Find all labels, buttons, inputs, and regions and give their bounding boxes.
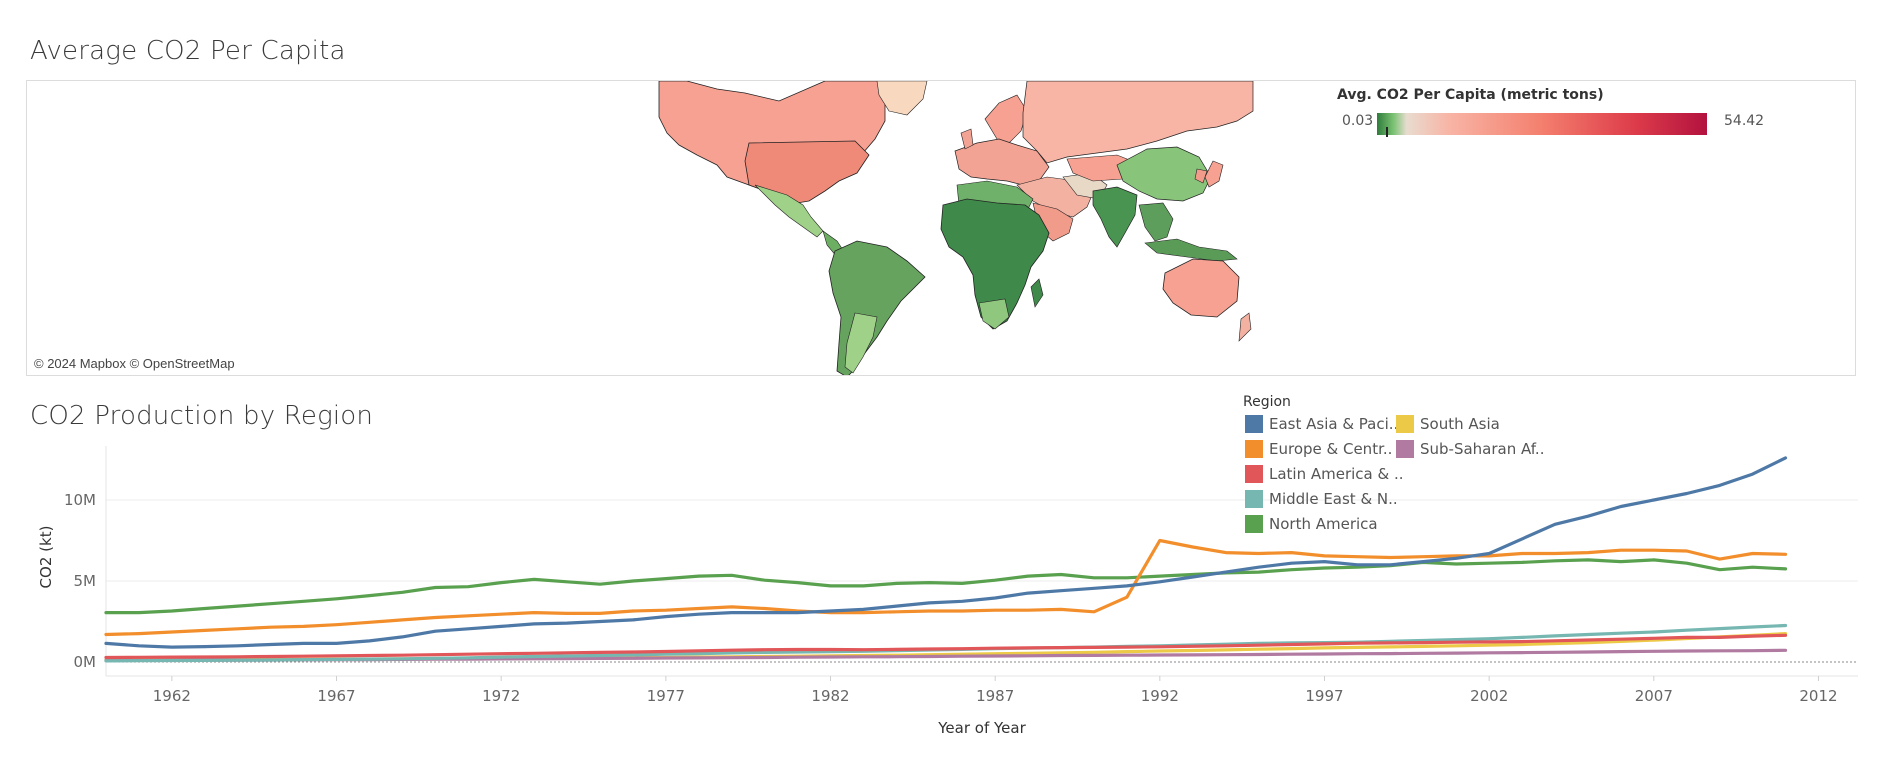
region-legend-item[interactable]: East Asia & Paci.. [1245, 414, 1398, 434]
x-axis-title: Year of Year [937, 719, 1026, 737]
series-line-east-asia-paci [104, 456, 1788, 649]
map-region-mexico [754, 184, 824, 238]
map-region-india [1092, 186, 1138, 248]
region-legend-label: Europe & Centr.. [1269, 440, 1393, 458]
y-tick-label: 5M [74, 572, 97, 590]
map-panel[interactable]: © 2024 Mapbox © OpenStreetMap Avg. CO2 P… [26, 80, 1856, 376]
series-line-europe-centr [104, 538, 1788, 637]
region-legend-item[interactable]: Europe & Centr.. [1245, 439, 1392, 459]
y-tick-label: 0M [74, 653, 97, 671]
region-legend-label: North America [1269, 515, 1378, 533]
color-legend: Avg. CO2 Per Capita (metric tons) 0.03 5… [1337, 87, 1764, 137]
region-legend-swatch [1245, 415, 1263, 433]
map-title: Average CO2 Per Capita [30, 36, 346, 66]
x-tick-label: 2002 [1470, 687, 1508, 705]
map-region-greenland [876, 81, 928, 116]
map-region-japan [1204, 160, 1224, 188]
region-legend-item[interactable]: Latin America & .. [1245, 464, 1404, 484]
region-legend-label: Latin America & .. [1269, 465, 1404, 483]
series-line-latin-america [104, 633, 1788, 660]
map-region-russia [1022, 81, 1254, 164]
region-legend-swatch [1245, 515, 1263, 533]
x-tick-label: 1962 [153, 687, 191, 705]
map-region-southeast-asia [1138, 202, 1174, 242]
map-region-indonesia [1144, 238, 1238, 262]
world-map[interactable] [27, 81, 1856, 376]
map-region-china [1116, 146, 1212, 202]
color-legend-max: 54.42 [1724, 113, 1765, 129]
map-region-new-zealand [1238, 312, 1252, 342]
region-legend-item[interactable]: Middle East & N.. [1245, 489, 1398, 509]
series-layer [104, 456, 1788, 663]
color-legend-gradient [1377, 113, 1707, 135]
map-region-africa [940, 198, 1050, 330]
y-tick-label: 10M [64, 491, 96, 509]
x-tick-label: 1992 [1141, 687, 1179, 705]
region-legend-label: East Asia & Paci.. [1269, 415, 1399, 433]
region-legend-label: Middle East & N.. [1269, 490, 1398, 508]
x-tick-label: 1977 [647, 687, 685, 705]
region-legend-swatch [1396, 440, 1414, 458]
color-legend-marker [1386, 127, 1388, 137]
region-legend-label: South Asia [1420, 415, 1500, 433]
x-tick-label: 1987 [976, 687, 1014, 705]
y-axis-title: CO2 (kt) [37, 526, 55, 589]
x-tick-label: 2007 [1635, 687, 1673, 705]
series-line-north-america [104, 558, 1788, 615]
map-region-australia [1162, 258, 1240, 318]
region-legend: Region East Asia & Paci.. Europe & Centr.… [1240, 394, 1570, 544]
x-tick-label: 1967 [317, 687, 355, 705]
chart-title: CO2 Production by Region [30, 401, 374, 431]
region-legend-swatch [1245, 490, 1263, 508]
region-legend-swatch [1245, 465, 1263, 483]
axis-layer: 0M 5M 10M 1962 1967 1972 1977 1982 1987 1992 1997 2… [37, 446, 1858, 737]
map-region-uk [960, 128, 974, 150]
map-region-korea [1194, 168, 1208, 184]
map-region-usa [744, 140, 870, 204]
map-attribution: © 2024 Mapbox © OpenStreetMap [34, 356, 235, 371]
map-region-south-africa [978, 298, 1010, 330]
color-legend-title: Avg. CO2 Per Capita (metric tons) [1337, 87, 1604, 103]
region-legend-item[interactable]: North America [1245, 514, 1378, 534]
x-tick-label: 1982 [811, 687, 849, 705]
region-legend-item[interactable]: Sub-Saharan Af.. [1396, 439, 1544, 459]
x-tick-label: 1972 [482, 687, 520, 705]
region-legend-label: Sub-Saharan Af.. [1420, 440, 1545, 458]
map-region-argentina [844, 312, 878, 374]
region-legend-item[interactable]: South Asia [1396, 414, 1500, 434]
color-legend-min: 0.03 [1342, 113, 1374, 129]
x-tick-label: 1997 [1305, 687, 1343, 705]
x-tick-label: 2012 [1799, 687, 1837, 705]
region-legend-swatch [1245, 440, 1263, 458]
region-legend-swatch [1396, 415, 1414, 433]
map-region-madagascar [1030, 278, 1044, 308]
region-legend-title: Region [1243, 394, 1291, 410]
